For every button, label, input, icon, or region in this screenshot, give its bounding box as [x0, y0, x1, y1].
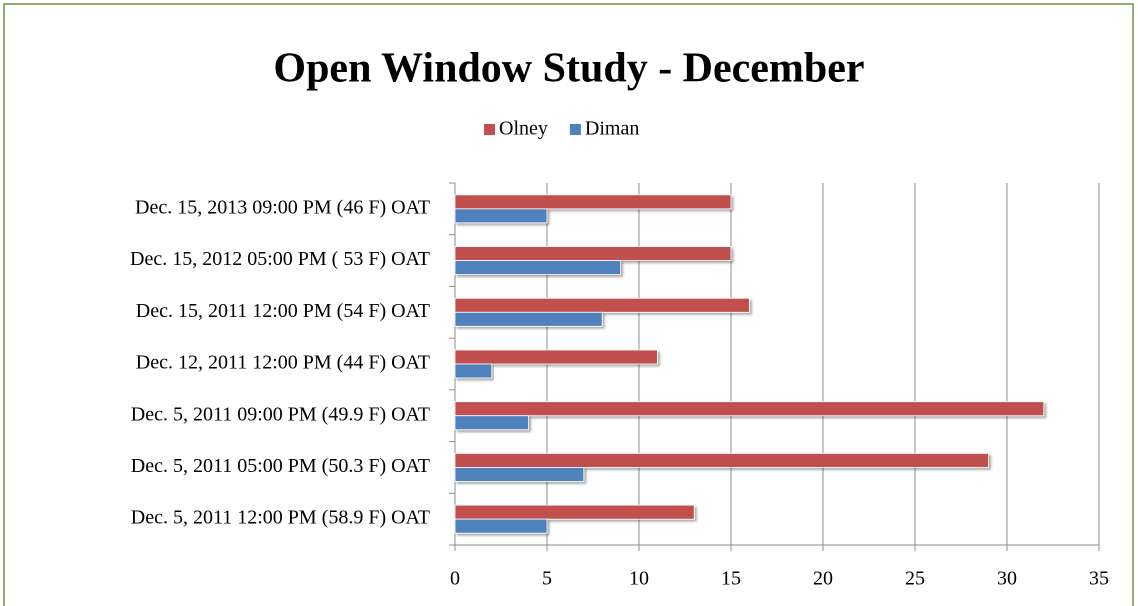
y-tick-label: Dec. 15, 2013 09:00 PM (46 F) OAT [135, 196, 430, 218]
bar [454, 415, 529, 431]
y-tick-label: Dec. 15, 2011 12:00 PM (54 F) OAT [136, 300, 430, 322]
legend-swatch [569, 124, 581, 135]
x-tick-label: 20 [813, 568, 833, 590]
bar [454, 363, 493, 379]
bar [454, 260, 622, 275]
bar [454, 349, 658, 365]
bar [454, 297, 750, 313]
y-tick-label: Dec. 12, 2011 12:00 PM (44 F) OAT [136, 352, 430, 374]
x-tick-label: 10 [629, 568, 649, 590]
bar [454, 518, 548, 534]
y-tick-label: Dec. 5, 2011 12:00 PM (58.9 F) OAT [131, 507, 430, 529]
chart-title: Open Window Study - December [273, 46, 864, 92]
x-tick-label: 0 [450, 568, 460, 590]
x-tick-label: 5 [542, 568, 552, 590]
x-tick-label: 30 [997, 568, 1017, 590]
bar [454, 246, 732, 261]
bar [454, 504, 695, 520]
legend-swatch [484, 124, 495, 135]
bar [454, 467, 585, 482]
x-tick-label: 15 [721, 568, 741, 590]
bar [454, 401, 1045, 417]
bar [454, 311, 603, 327]
y-tick-label: Dec. 5, 2011 05:00 PM (50.3 F) OAT [131, 455, 430, 477]
y-tick-label: Dec. 5, 2011 09:00 PM (49.9 F) OAT [131, 403, 430, 425]
legend-label: Diman [585, 118, 639, 140]
bar [454, 194, 732, 210]
x-tick-label: 35 [1089, 568, 1109, 590]
x-tick-label: 25 [905, 568, 925, 590]
bar [454, 208, 548, 224]
legend-label: Olney [499, 118, 548, 140]
bar [454, 453, 989, 468]
y-tick-label: Dec. 15, 2012 05:00 PM ( 53 F) OAT [130, 248, 430, 270]
